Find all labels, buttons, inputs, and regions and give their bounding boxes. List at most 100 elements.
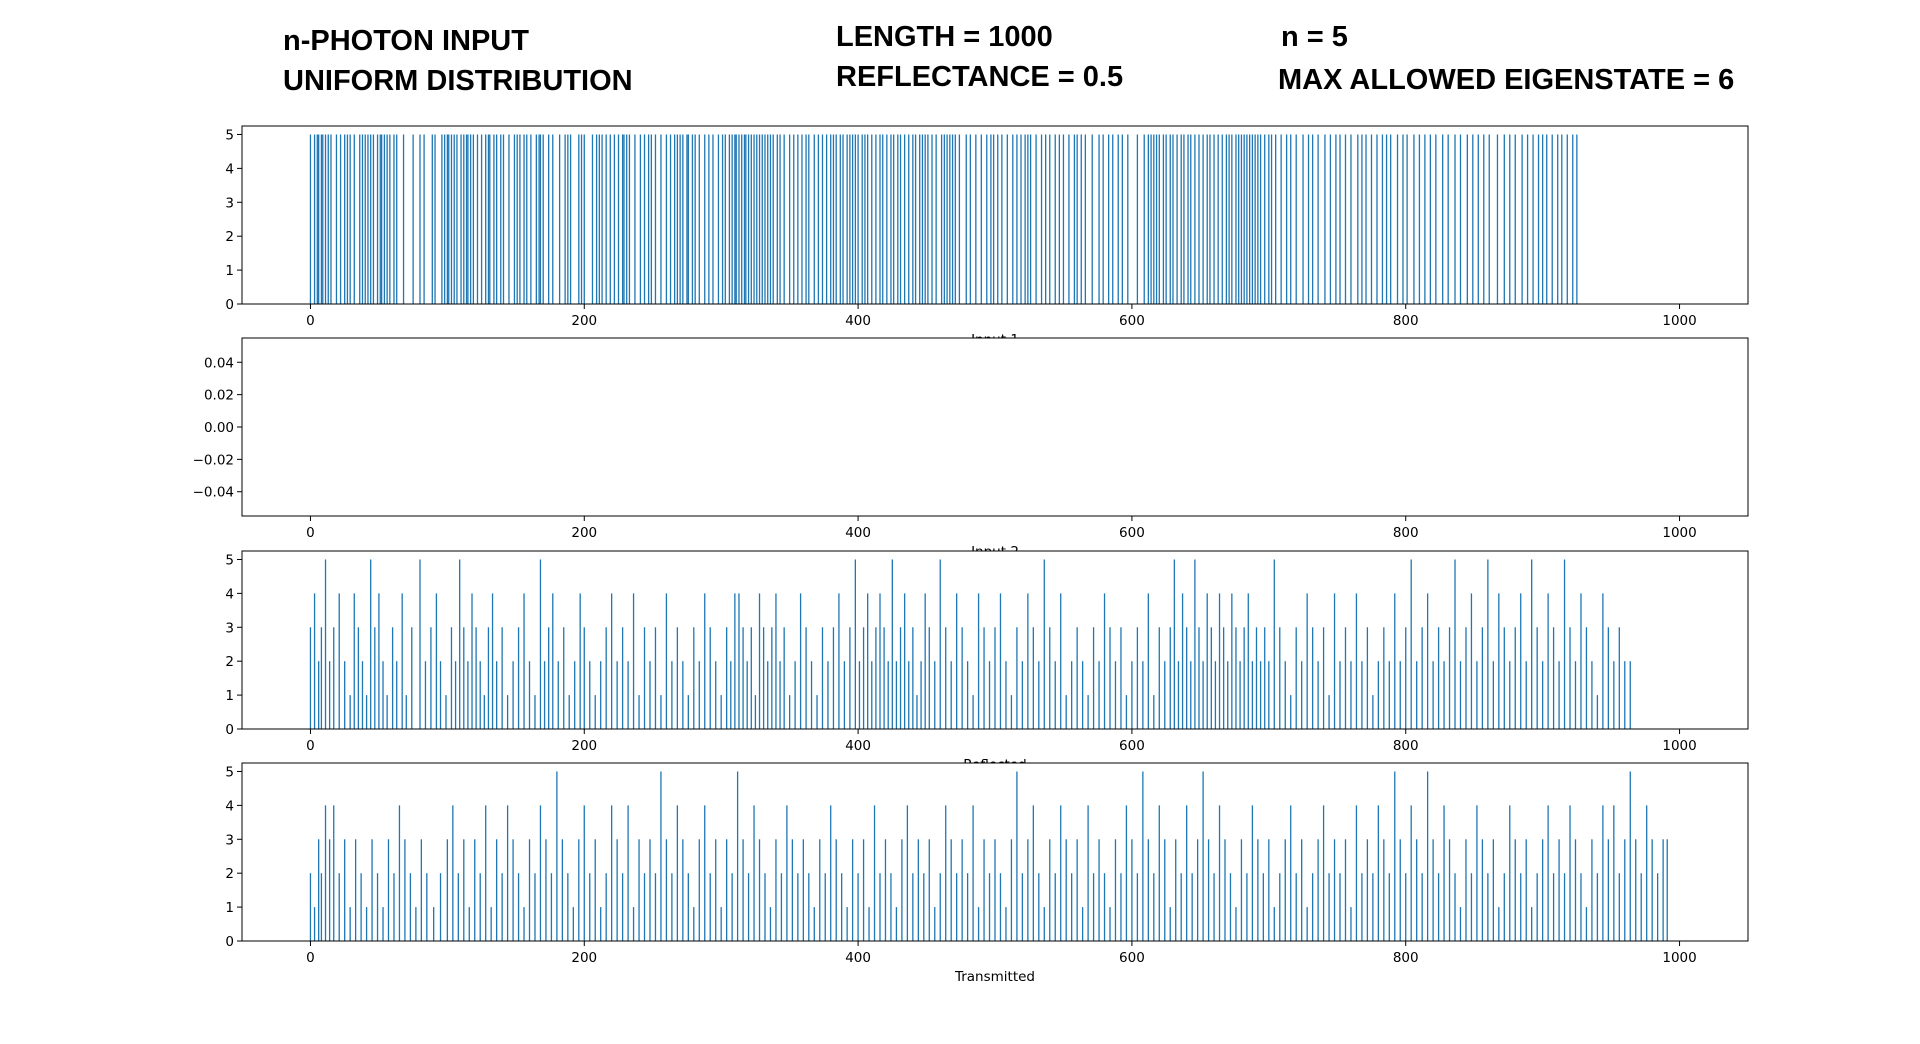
bar: [758, 134, 761, 304]
bar: [1536, 873, 1538, 941]
bar: [931, 134, 933, 304]
bar: [1591, 661, 1593, 729]
bar: [621, 627, 624, 729]
bar: [1158, 805, 1160, 941]
bar: [1103, 593, 1106, 729]
bar: [1435, 134, 1437, 304]
bar: [1503, 627, 1505, 729]
bar: [1557, 134, 1559, 304]
bar: [761, 134, 763, 304]
x-tick-label: 0: [306, 525, 315, 541]
bar: [758, 839, 761, 941]
bar: [1210, 627, 1212, 729]
bar: [387, 839, 390, 941]
bar: [611, 805, 613, 941]
x-tick-label: 200: [571, 738, 597, 754]
bar: [496, 134, 498, 304]
bar: [851, 134, 854, 304]
y-tick-label: 4: [225, 586, 234, 602]
bar: [632, 907, 635, 941]
bar: [893, 134, 895, 304]
bar: [1509, 134, 1511, 304]
bar: [1520, 593, 1522, 729]
bar: [548, 134, 550, 304]
bar: [742, 627, 744, 729]
bar: [899, 627, 902, 729]
bar: [353, 134, 355, 304]
bar: [961, 627, 963, 729]
bar: [463, 627, 465, 729]
bar: [1162, 134, 1165, 304]
bar: [884, 839, 887, 941]
bar: [389, 134, 391, 304]
bar: [862, 839, 865, 941]
bar: [1071, 873, 1073, 941]
bar: [1481, 627, 1484, 729]
x-tick-label: 200: [571, 525, 597, 541]
bar: [479, 873, 481, 941]
bar: [1107, 134, 1110, 304]
bar: [349, 134, 351, 304]
bar: [1537, 134, 1540, 304]
bar: [762, 627, 765, 729]
y-tick-label: 3: [225, 832, 234, 848]
bar: [448, 134, 450, 304]
bar: [867, 134, 869, 304]
bar: [746, 661, 748, 729]
y-tick-label: 4: [225, 798, 234, 814]
bar: [1372, 695, 1374, 729]
bar: [435, 593, 438, 729]
bar: [736, 771, 739, 941]
bar: [1558, 839, 1560, 941]
bar: [1547, 805, 1549, 941]
bar: [401, 593, 403, 729]
bar: [758, 593, 761, 729]
bar: [600, 907, 602, 941]
bar: [1131, 661, 1133, 729]
bar: [805, 627, 807, 729]
bar: [320, 873, 323, 941]
bar: [1016, 627, 1018, 729]
x-tick-label: 400: [845, 525, 871, 541]
x-tick-label: 800: [1393, 313, 1419, 329]
bar: [734, 593, 736, 729]
bar: [1206, 593, 1208, 729]
bar: [861, 134, 863, 304]
y-tick-label: 0.04: [204, 355, 234, 371]
bar: [512, 839, 514, 941]
bar: [1574, 661, 1577, 729]
bar: [901, 839, 903, 941]
bar: [994, 839, 996, 941]
bar: [1465, 839, 1467, 941]
bar: [1076, 839, 1078, 941]
bar: [1255, 627, 1258, 729]
bar: [1563, 873, 1566, 941]
panel-2: 0 200 400 600 800 1000 0.04 0.02 0.00 −0.02 −0.04: [193, 337, 1749, 541]
bar: [1385, 134, 1388, 304]
bar: [313, 134, 316, 304]
bar: [1569, 805, 1571, 941]
bar: [365, 695, 368, 729]
bar: [1552, 627, 1555, 729]
bar: [1365, 134, 1367, 304]
bar: [954, 134, 956, 304]
bar: [694, 134, 696, 304]
bar: [783, 134, 785, 304]
bar: [556, 771, 558, 941]
bar: [1541, 134, 1544, 304]
bar: [564, 134, 566, 304]
bar: [649, 839, 651, 941]
bar: [1459, 661, 1462, 729]
bar: [409, 873, 412, 941]
bar: [665, 134, 668, 304]
bar: [324, 134, 327, 304]
bar: [643, 873, 646, 941]
bar: [704, 805, 706, 941]
bar: [1155, 134, 1158, 304]
bar: [1186, 805, 1188, 941]
bar: [1068, 134, 1070, 304]
bar: [949, 134, 951, 304]
x-tick-label: 600: [1119, 950, 1145, 966]
bar: [895, 661, 898, 729]
bar: [1454, 559, 1456, 729]
